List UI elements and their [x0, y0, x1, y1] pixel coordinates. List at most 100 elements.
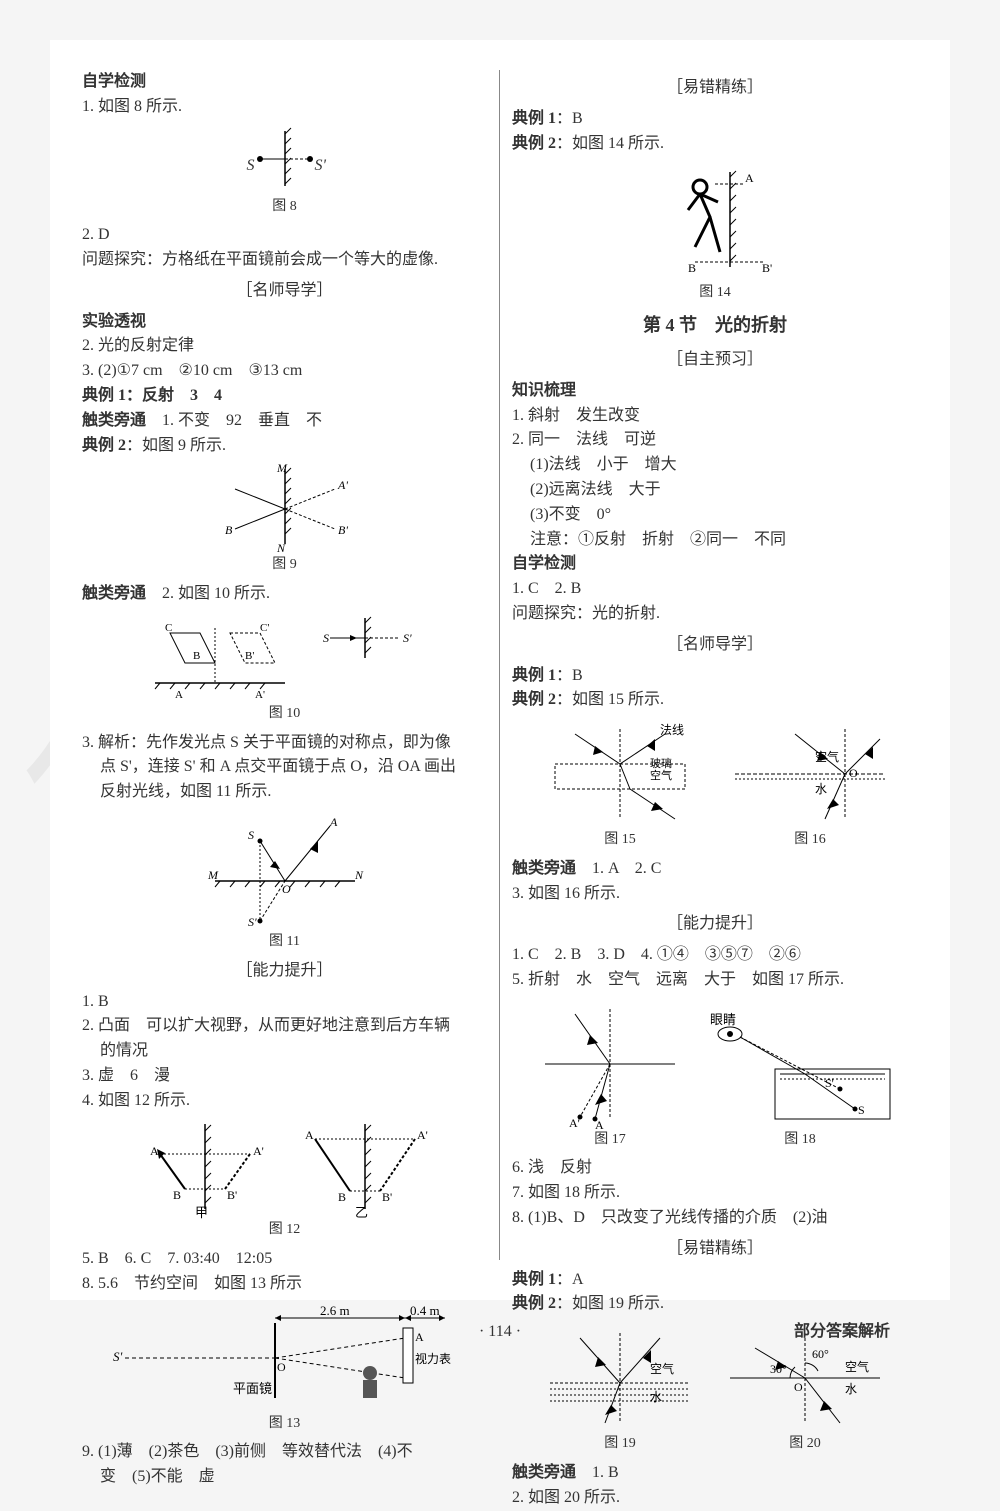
- svg-text:A': A': [417, 1128, 428, 1142]
- svg-text:A': A': [253, 1144, 264, 1158]
- text-line: 的情况: [82, 1039, 487, 1064]
- fig15-label: 图 15: [604, 829, 636, 851]
- right-column: ［易错精练］ 典例 1：B 典例 2：如图 14 所示. A B B' 图 14…: [500, 70, 930, 1260]
- fig16-label: 图 16: [794, 829, 826, 851]
- svg-text:A: A: [150, 1144, 159, 1158]
- text-line: 反射光线，如图 11 所示.: [82, 780, 487, 805]
- svg-text:B: B: [173, 1188, 181, 1202]
- figure-14: A B B' 图 14: [512, 162, 918, 304]
- figure-16: 空气 水 O 图 16: [725, 719, 895, 851]
- svg-text:S: S: [323, 631, 329, 645]
- text-line: (1)法线 小于 增大: [512, 453, 918, 478]
- svg-text:O: O: [849, 766, 858, 780]
- svg-text:M: M: [207, 868, 219, 882]
- text-line: 3. (2)①7 cm ②10 cm ③13 cm: [82, 359, 487, 384]
- fig20-label: 图 20: [789, 1433, 821, 1455]
- svg-text:法线: 法线: [660, 723, 684, 737]
- text-line: 2. 光的反射定律: [82, 334, 487, 359]
- fig12a-svg: AA' BB' 甲: [135, 1119, 275, 1219]
- svg-text:B: B: [193, 650, 200, 662]
- text-line: 触类旁通 1. 不变 92 垂直 不: [82, 409, 487, 434]
- svg-text:N: N: [354, 868, 364, 882]
- fig16-svg: 空气 水 O: [725, 719, 895, 829]
- text-line: 触类旁通 2. 如图 10 所示.: [82, 582, 487, 607]
- figure-12: AA' BB' 甲 AA' BB' 乙 图 12: [82, 1119, 487, 1241]
- text-line: 6. 浅 反射: [512, 1156, 918, 1181]
- section-4-title: 第 4 节 光的折射: [512, 312, 918, 340]
- svg-text:A: A: [175, 689, 183, 701]
- svg-text:S: S: [248, 828, 254, 842]
- figure-11: S S' A M N O 图 11: [82, 811, 487, 953]
- text-line: 典例 2：如图 14 所示.: [512, 132, 918, 157]
- fig10b-svg: S S': [315, 613, 425, 663]
- svg-text:视力表: 视力表: [415, 1351, 451, 1366]
- text-line: 问题探究：方格纸在平面镜前会成一个等大的虚像.: [82, 248, 487, 273]
- text-line: 1. 如图 8 所示.: [82, 95, 487, 120]
- svg-text:B': B': [227, 1188, 237, 1202]
- text-line: 2. 同一 法线 可逆: [512, 428, 918, 453]
- svg-text:B: B: [225, 523, 233, 537]
- fig8-Sp: S': [315, 154, 326, 179]
- svg-text:B: B: [688, 261, 696, 275]
- text-line: 注意：①反射 折射 ②同一 不同: [512, 528, 918, 553]
- figure-19: 空气 水 图 19: [540, 1323, 700, 1455]
- left-column: 自学检测 1. 如图 8 所示. S S' 图 8 2. D 问题探究：方格纸在…: [70, 70, 500, 1260]
- text-line: 1. B: [82, 990, 487, 1015]
- heading-exp: 实验透视: [82, 310, 487, 335]
- svg-text:空气: 空气: [650, 1361, 674, 1376]
- svg-text:A: A: [305, 1128, 314, 1142]
- fig11-svg: S S' A M N O: [200, 811, 370, 931]
- text-line: 1. C 2. B: [512, 577, 918, 602]
- fig14-label: 图 14: [699, 282, 731, 304]
- fig12b-svg: AA' BB' 乙: [295, 1119, 435, 1219]
- text-line: 典例 1：A: [512, 1268, 918, 1293]
- text-line: (3)不变 0°: [512, 503, 918, 528]
- fig10a-svg: C C' B B' A A': [145, 613, 295, 703]
- fig8-svg: [225, 126, 345, 196]
- figure-17: A' A 图 17: [535, 999, 685, 1151]
- svg-text:B': B': [338, 523, 348, 537]
- text-line: 点 S'，连接 S' 和 A 点交平面镜于点 O，沿 OA 画出: [82, 755, 487, 780]
- heading-selfcheck-r: 自学检测: [512, 552, 918, 577]
- text-line: 3. 解析：先作发光点 S 关于平面镜的对称点，即为像: [82, 731, 487, 756]
- svg-text:空气: 空气: [845, 1359, 869, 1374]
- svg-text:O: O: [794, 1380, 803, 1394]
- fig11-label: 图 11: [269, 931, 300, 953]
- svg-text:0.4 m: 0.4 m: [410, 1303, 440, 1318]
- svg-text:A': A': [569, 1116, 580, 1129]
- fig14-svg: A B B': [640, 162, 790, 282]
- svg-text:M: M: [276, 464, 288, 475]
- text-line: 典例 1：B: [512, 664, 918, 689]
- text-line: 2. 如图 20 所示.: [512, 1486, 918, 1511]
- svg-text:S': S': [248, 915, 257, 929]
- svg-text:B: B: [338, 1190, 346, 1204]
- fig13-svg: 2.6 m 0.4 m S' 平面镜 O A 视力表: [105, 1303, 465, 1413]
- svg-text:S: S: [858, 1103, 865, 1117]
- svg-text:水: 水: [650, 1390, 662, 1404]
- svg-text:S': S': [825, 1076, 834, 1090]
- figure-20: 60° 30° 空气 水 O 图 20: [720, 1323, 890, 1455]
- text-line: 1. C 2. B 3. D 4. ①④ ③⑤⑦ ②⑥: [512, 943, 918, 968]
- figure-15-16-row: 法线 玻璃 空气 图 15 空气 水 O 图 16: [512, 713, 918, 857]
- fig15-svg: 法线 玻璃 空气: [535, 719, 705, 829]
- svg-text:空气: 空气: [650, 768, 672, 782]
- text-line: 3. 如图 16 所示.: [512, 882, 918, 907]
- svg-text:B': B': [382, 1190, 392, 1204]
- text-line: (2)远离法线 大于: [512, 478, 918, 503]
- svg-text:水: 水: [845, 1382, 857, 1396]
- svg-text:A: A: [329, 815, 338, 829]
- svg-text:30°: 30°: [770, 1362, 787, 1376]
- figure-15: 法线 玻璃 空气 图 15: [535, 719, 705, 851]
- text-line: 典例 2：如图 19 所示.: [512, 1292, 918, 1317]
- svg-text:A: A: [595, 1118, 604, 1129]
- text-line: 典例 1：B: [512, 107, 918, 132]
- fig9-svg: M N B A' B': [205, 464, 365, 554]
- footer-right-text: 部分答案解析: [794, 1317, 890, 1341]
- fig18-svg: 眼睛 S S': [705, 999, 895, 1129]
- fig12-label: 图 12: [269, 1219, 301, 1241]
- heading-ability-r: ［能力提升］: [512, 912, 918, 937]
- svg-text:玻璃: 玻璃: [650, 756, 672, 770]
- svg-text:A: A: [745, 171, 754, 185]
- figure-9: M N B A' B' 图 9: [82, 464, 487, 576]
- text-line: 5. B 6. C 7. 03:40 12:05: [82, 1247, 487, 1272]
